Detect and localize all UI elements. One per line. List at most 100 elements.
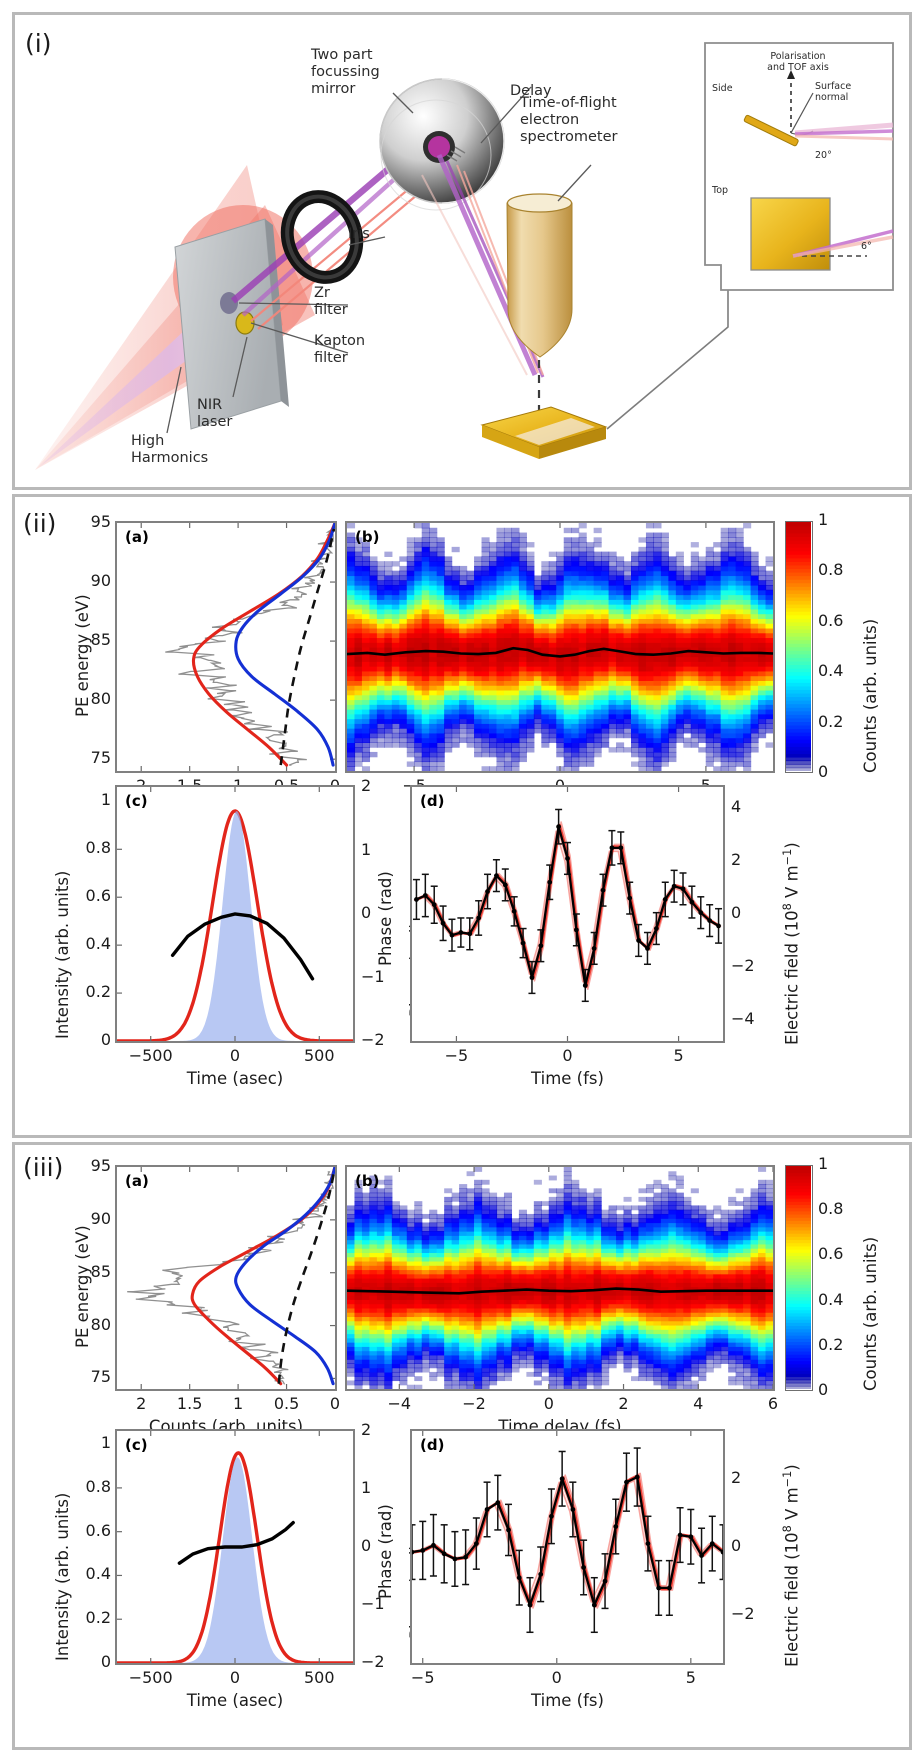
heatmap-iii-b	[347, 1167, 773, 1389]
cbtick-iii-b-4: 0.8	[818, 1199, 844, 1219]
plot-ii-a: (a)	[115, 521, 337, 773]
yaxis-title-iii-d: Phase (rad)	[376, 1504, 395, 1599]
label-angle-top: 6°	[861, 241, 872, 252]
cbtick-ii-b-1: 0.2	[818, 711, 844, 731]
label-high-harmonics: High Harmonics	[131, 433, 209, 467]
label-tof-spectrometer: Time-of-flight electron spectrometer	[520, 95, 618, 146]
ytick-ii-c-3: 0.6	[85, 886, 111, 906]
field-curves-ii-d	[412, 787, 723, 1041]
cbtick-ii-b-5: 1	[818, 510, 829, 529]
plot-label-iii-b: (b)	[355, 1172, 380, 1190]
ytick-ii-a-75: 75	[90, 748, 111, 768]
colorbar-title-iii-b: Counts (arb. units)	[861, 1236, 880, 1391]
y2tick-ii-c-1: −1	[361, 966, 385, 986]
y2tick-iii-c-1: −1	[361, 1594, 385, 1613]
plot-ii-d: (d)	[410, 785, 725, 1043]
ytick-iii-c-4: 0.8	[85, 1476, 111, 1496]
y2tick-iii-c-4: 2	[361, 1420, 372, 1439]
yaxis-title-ii-c: Intensity (arb. units)	[53, 870, 72, 1039]
label-two-part-mirror: Two part focussing mirror	[311, 47, 380, 98]
experimental-setup-diagram	[35, 42, 894, 470]
y2tick-iii-c-2: 0	[361, 1536, 372, 1555]
ytick-ii-a-80: 80	[90, 689, 111, 709]
ytick-ii-a-85: 85	[90, 630, 111, 650]
ytick-ii-c-1: 0.2	[85, 982, 111, 1002]
cbtick-iii-b-5: 1	[818, 1154, 829, 1173]
xtick-ii-c-1: 0	[229, 1046, 241, 1065]
cbtick-ii-b-4: 0.8	[818, 560, 844, 580]
xuv-beam-path	[230, 145, 421, 317]
delay-stage-hatch	[446, 146, 466, 162]
label-iris: Iris	[348, 226, 370, 242]
ytick-ii-c-4: 0.8	[85, 838, 111, 858]
tof-spectrometer	[506, 193, 573, 358]
xaxis-title-iii-c: Time (asec)	[186, 1691, 284, 1710]
ytick-iii-a-75: 75	[90, 1367, 111, 1387]
label-delay: Delay	[510, 83, 552, 99]
plot-label-ii-a: (a)	[125, 528, 149, 546]
panel-measurement-iii: (iii) (a) 75 80 85 90 95 2 1.5 1 0.5 0 Counts (arb.…	[12, 1142, 912, 1750]
plot-label-iii-c: (c)	[125, 1436, 148, 1454]
xtick-iii-b-4: 4	[693, 1394, 704, 1413]
ytick-iii-c-3: 0.6	[85, 1520, 111, 1540]
y2tick-iii-c-3: 1	[361, 1478, 372, 1497]
y2tick-ii-c-2: 0	[361, 903, 372, 922]
plot-label-ii-c: (c)	[125, 792, 148, 810]
heatmap-ii-b	[347, 523, 773, 771]
xtick-iii-c-0: −500	[128, 1668, 173, 1687]
y2tick-ii-d-4: 4	[731, 797, 742, 817]
xtick-iii-d-2: 5	[685, 1668, 696, 1687]
ytick-iii-a-90: 90	[90, 1208, 111, 1228]
panel-schematic: (i)	[12, 12, 912, 490]
xtick-iii-c-1: 0	[229, 1668, 241, 1687]
plot-ii-c: (c)	[115, 785, 355, 1043]
ytick-ii-c-0: 0	[100, 1030, 111, 1049]
xtick-ii-d-1: 0	[562, 1046, 573, 1065]
colorbar-gradient-iii-b	[786, 1166, 811, 1389]
xtick-iii-a-0: 0	[329, 1394, 341, 1413]
xtick-iii-b-1: −2	[462, 1394, 486, 1413]
y2axis-title-ii-d: Electric field (108 V m−1)	[781, 842, 802, 1045]
y2tick-iii-d-1: 0	[731, 1536, 742, 1555]
ytick-iii-a-95: 95	[90, 1156, 111, 1175]
ytick-ii-c-5: 1	[100, 790, 111, 810]
y2tick-ii-c-0: −2	[361, 1030, 385, 1049]
y2tick-iii-c-0: −2	[361, 1652, 385, 1671]
xaxis-title-ii-d: Time (fs)	[531, 1069, 604, 1088]
panel-tag-i: (i)	[25, 29, 52, 58]
pulse-curves-iii-c	[117, 1431, 353, 1663]
y2tick-iii-d-0: −2	[731, 1604, 755, 1624]
xtick-iii-c-2: 500	[304, 1668, 335, 1687]
cbtick-iii-b-0: 0	[818, 1380, 829, 1399]
label-kapton-filter: Kapton filter	[314, 333, 366, 367]
yaxis-title-iii-c: Intensity (arb. units)	[53, 1492, 72, 1661]
xtick-iii-b-5: 6	[767, 1394, 779, 1413]
geometry-inset	[704, 42, 894, 291]
xtick-iii-b-3: 2	[618, 1394, 629, 1413]
label-surface-normal: Surface normal	[815, 81, 852, 104]
yaxis-title-ii-a: PE energy (eV)	[73, 594, 92, 717]
xtick-iii-b-2: 0	[543, 1394, 554, 1413]
y2tick-ii-d-0: −4	[731, 1008, 755, 1028]
label-zr-filter: Zr filter	[314, 285, 348, 319]
ytick-ii-a-90: 90	[90, 571, 111, 591]
colorbar-ii-b	[785, 521, 813, 773]
ytick-iii-a-85: 85	[90, 1261, 111, 1281]
label-top-view: Top	[712, 185, 729, 196]
y2tick-ii-d-2: 0	[731, 903, 742, 922]
panel-tag-ii: (ii)	[23, 509, 57, 538]
iris-aperture	[280, 190, 364, 284]
y2tick-ii-d-1: −2	[731, 955, 755, 975]
ytick-ii-c-2: 0.4	[85, 934, 111, 954]
panel-tag-iii: (iii)	[23, 1153, 64, 1182]
xtick-ii-c-2: 500	[304, 1046, 335, 1065]
ytick-iii-c-0: 0	[100, 1652, 111, 1671]
plot-iii-b: (b)	[345, 1165, 775, 1391]
plot-label-iii-d: (d)	[420, 1436, 445, 1454]
plot-ii-b: (b)	[345, 521, 775, 773]
field-curves-iii-d	[412, 1431, 723, 1663]
y2tick-ii-c-4: 2	[361, 776, 372, 795]
xtick-iii-a-1.5: 1.5	[176, 1394, 203, 1413]
